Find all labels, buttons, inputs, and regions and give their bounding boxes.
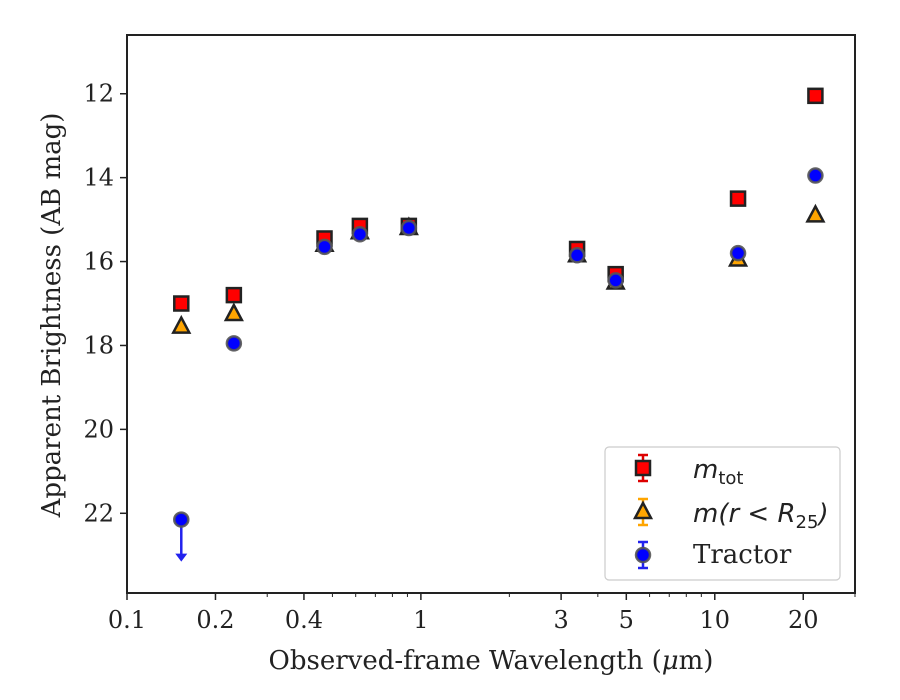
point-square: [225, 286, 243, 304]
point-triangle: [171, 314, 192, 334]
x-tick-label: 5: [619, 606, 634, 634]
x-axis-title: Observed-frame Wavelength (μm): [269, 646, 714, 676]
y-tick-label: 12: [83, 80, 114, 108]
point-triangle: [805, 203, 826, 223]
point-triangle: [223, 302, 244, 322]
y-tick-label: 20: [83, 415, 114, 443]
data-marks: [171, 87, 826, 562]
legend-label-m-r25: m(r < R25): [693, 499, 829, 533]
point-circle: [316, 238, 333, 256]
point-circle: [807, 167, 824, 184]
legend: mtot m(r < R25) Tractor: [604, 446, 841, 581]
legend-label-tractor: Tractor: [693, 540, 792, 570]
legend-marker-square: [634, 459, 652, 477]
y-tick-label: 16: [83, 248, 114, 276]
legend-marker-triangle: [632, 500, 654, 520]
x-tick-label: 0.2: [196, 606, 234, 634]
point-circle: [351, 226, 369, 243]
point-circle: [225, 335, 243, 352]
legend-label-mtot: mtot: [693, 455, 743, 489]
point-circle: [607, 272, 624, 289]
x-tick-label: 0.1: [108, 606, 146, 634]
point-circle: [568, 247, 586, 264]
x-tick-label: 3: [553, 606, 568, 634]
point-circle: [400, 219, 418, 237]
upper-limit-arrowhead: [175, 553, 188, 562]
point-square: [807, 87, 824, 105]
x-tick-label: 1: [413, 606, 428, 634]
plot-frame: [126, 34, 856, 594]
x-tick-label: 20: [788, 606, 819, 634]
point-square: [729, 190, 747, 207]
y-tick-label: 22: [83, 499, 114, 527]
legend-frame: [604, 446, 841, 581]
point-circle: [729, 244, 747, 262]
x-tick-label: 10: [700, 606, 731, 634]
y-tick-label: 18: [83, 331, 114, 359]
y-axis-title: Apparent Brightness (AB mag): [37, 113, 67, 519]
point-square: [173, 295, 190, 312]
x-tick-label: 0.4: [285, 606, 323, 634]
y-tick-label: 14: [83, 164, 114, 192]
legend-marker-circle: [634, 546, 652, 564]
point-circle: [173, 511, 190, 528]
